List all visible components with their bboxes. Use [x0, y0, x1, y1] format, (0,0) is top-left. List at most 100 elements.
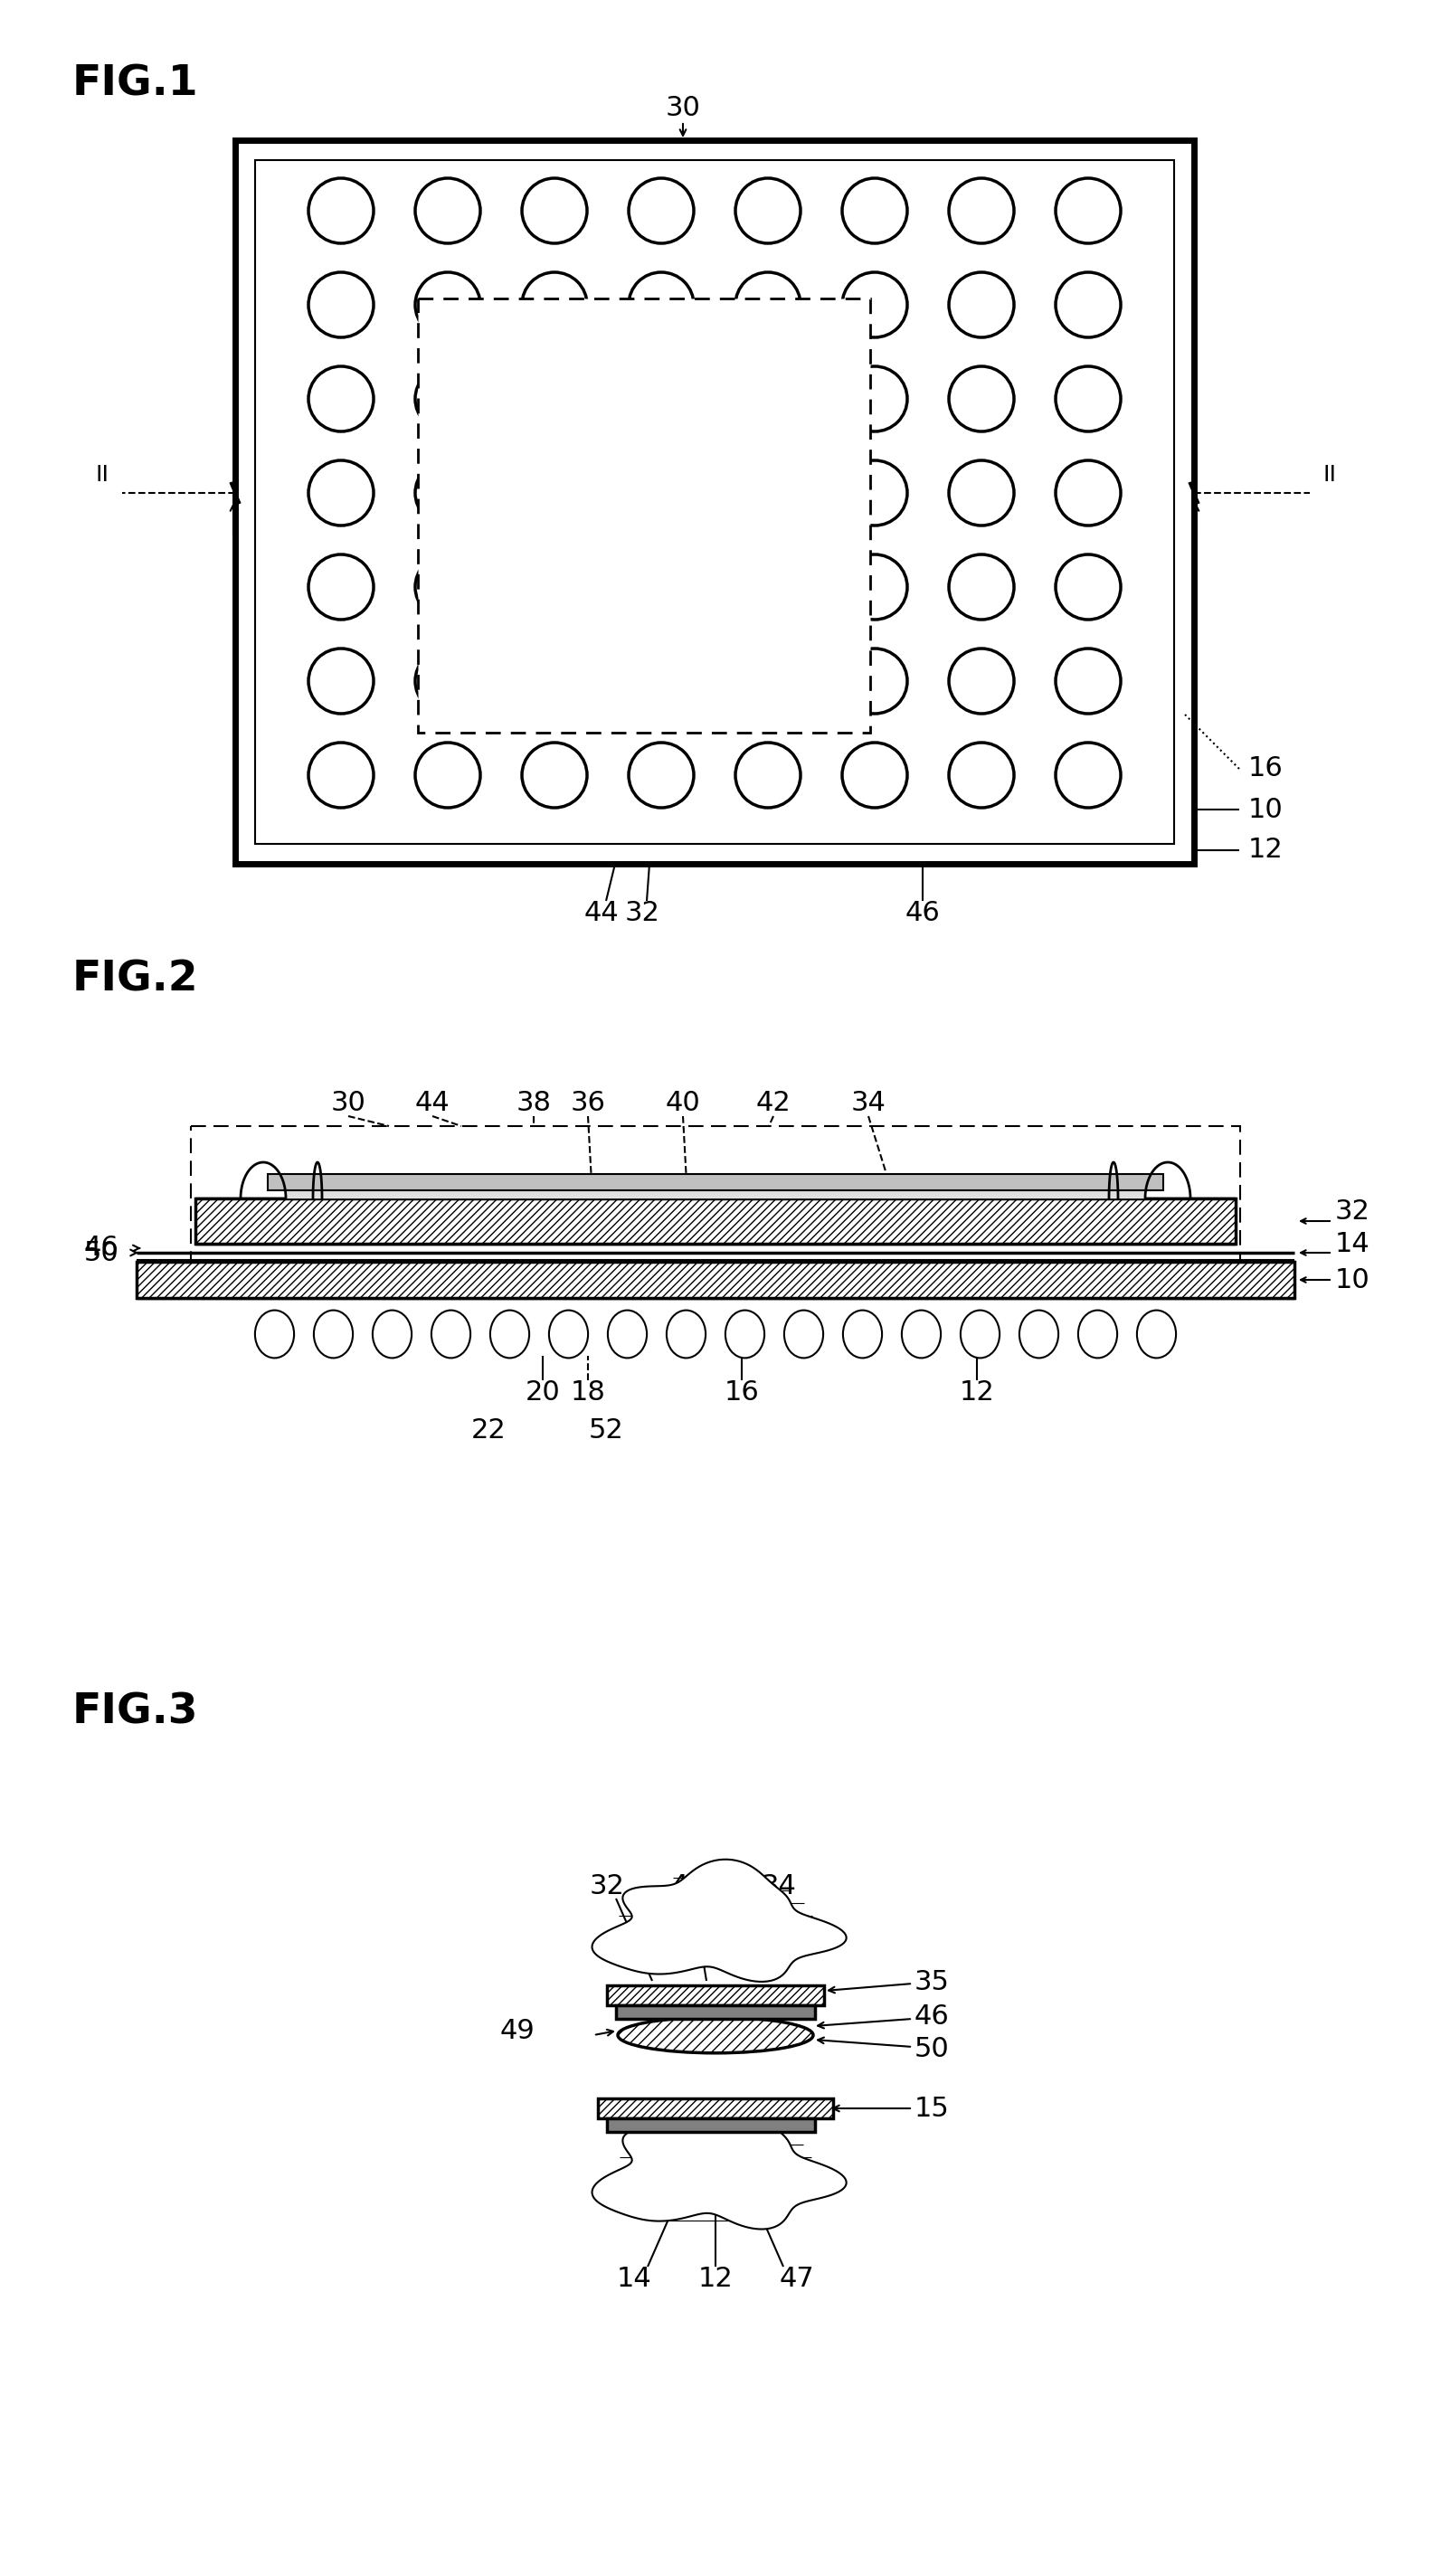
Polygon shape [592, 2099, 846, 2228]
Text: 46: 46 [83, 1234, 119, 1262]
Bar [190, 1126, 1241, 1288]
Text: 50: 50 [83, 1239, 119, 1265]
Text: 10: 10 [1248, 796, 1284, 822]
Text: II: II [1322, 464, 1337, 487]
Text: 14: 14 [617, 2267, 651, 2293]
Text: 32: 32 [590, 1873, 624, 1899]
Circle shape [736, 273, 800, 337]
Circle shape [628, 742, 694, 809]
Text: 30: 30 [331, 1090, 366, 1115]
Text: 44: 44 [415, 1090, 449, 1115]
Bar [418, 299, 870, 732]
Bar [607, 1986, 824, 2004]
Circle shape [522, 178, 587, 242]
Circle shape [309, 554, 373, 621]
Text: 44: 44 [584, 902, 620, 927]
Circle shape [309, 178, 373, 242]
Text: 22: 22 [471, 1417, 507, 1445]
Circle shape [841, 461, 907, 526]
Circle shape [841, 178, 907, 242]
Text: 40: 40 [665, 1090, 700, 1115]
Circle shape [1056, 461, 1120, 526]
Ellipse shape [1019, 1311, 1059, 1358]
Text: 48: 48 [671, 1873, 705, 1899]
Circle shape [415, 178, 481, 242]
Bar [235, 139, 1193, 863]
Text: 49: 49 [499, 2017, 535, 2043]
Text: FIG.2: FIG.2 [73, 958, 199, 999]
Text: 46: 46 [914, 2004, 950, 2030]
Circle shape [949, 461, 1015, 526]
Text: 34: 34 [761, 1873, 797, 1899]
Ellipse shape [313, 1311, 353, 1358]
Circle shape [736, 742, 800, 809]
Circle shape [309, 461, 373, 526]
Circle shape [841, 273, 907, 337]
Circle shape [628, 273, 694, 337]
Ellipse shape [902, 1311, 940, 1358]
Text: 34: 34 [851, 1090, 886, 1115]
Text: 38: 38 [517, 1090, 551, 1115]
Circle shape [415, 461, 481, 526]
Text: 16: 16 [1248, 755, 1284, 783]
Circle shape [841, 649, 907, 714]
Circle shape [628, 178, 694, 242]
Text: 12: 12 [959, 1381, 995, 1406]
Bar [615, 2004, 816, 2020]
Circle shape [415, 273, 481, 337]
Circle shape [309, 742, 373, 809]
Bar [255, 160, 1173, 845]
Ellipse shape [726, 1311, 764, 1358]
Ellipse shape [960, 1311, 1000, 1358]
Text: FIG.3: FIG.3 [73, 1692, 199, 1731]
Circle shape [949, 178, 1015, 242]
Circle shape [415, 742, 481, 809]
Circle shape [415, 649, 481, 714]
Ellipse shape [372, 1311, 412, 1358]
Bar [136, 1262, 1295, 1298]
Circle shape [841, 366, 907, 430]
Circle shape [841, 742, 907, 809]
Ellipse shape [431, 1311, 471, 1358]
Circle shape [309, 649, 373, 714]
Text: 10: 10 [1335, 1267, 1369, 1293]
Circle shape [522, 742, 587, 809]
Ellipse shape [550, 1311, 588, 1358]
Text: 18: 18 [571, 1381, 605, 1406]
Text: 14: 14 [1335, 1231, 1369, 1257]
Circle shape [949, 649, 1015, 714]
Text: 20: 20 [525, 1381, 561, 1406]
Circle shape [736, 178, 800, 242]
Circle shape [949, 366, 1015, 430]
Ellipse shape [255, 1311, 293, 1358]
Circle shape [949, 742, 1015, 809]
Ellipse shape [667, 1311, 705, 1358]
Text: 47: 47 [780, 2267, 814, 2293]
Circle shape [415, 554, 481, 621]
Bar [607, 2117, 816, 2133]
Circle shape [841, 554, 907, 621]
Text: II: II [96, 464, 109, 487]
Bar [598, 2099, 833, 2117]
Circle shape [1056, 649, 1120, 714]
Circle shape [1056, 366, 1120, 430]
Text: FIG.1: FIG.1 [73, 64, 199, 103]
Circle shape [949, 554, 1015, 621]
Text: 32: 32 [625, 902, 660, 927]
Text: 46: 46 [906, 902, 940, 927]
Ellipse shape [784, 1311, 823, 1358]
Text: 52: 52 [588, 1417, 624, 1445]
Text: 42: 42 [756, 1090, 791, 1115]
Text: 36: 36 [571, 1090, 605, 1115]
Ellipse shape [608, 1311, 647, 1358]
Text: 50: 50 [914, 2035, 950, 2061]
Ellipse shape [1078, 1311, 1118, 1358]
Circle shape [309, 273, 373, 337]
Ellipse shape [1138, 1311, 1176, 1358]
Text: 30: 30 [665, 95, 701, 121]
Text: 35: 35 [914, 1968, 950, 1994]
Text: 15: 15 [914, 2094, 950, 2123]
Bar [196, 1198, 1235, 1244]
Bar [286, 1190, 1145, 1198]
Circle shape [1056, 178, 1120, 242]
